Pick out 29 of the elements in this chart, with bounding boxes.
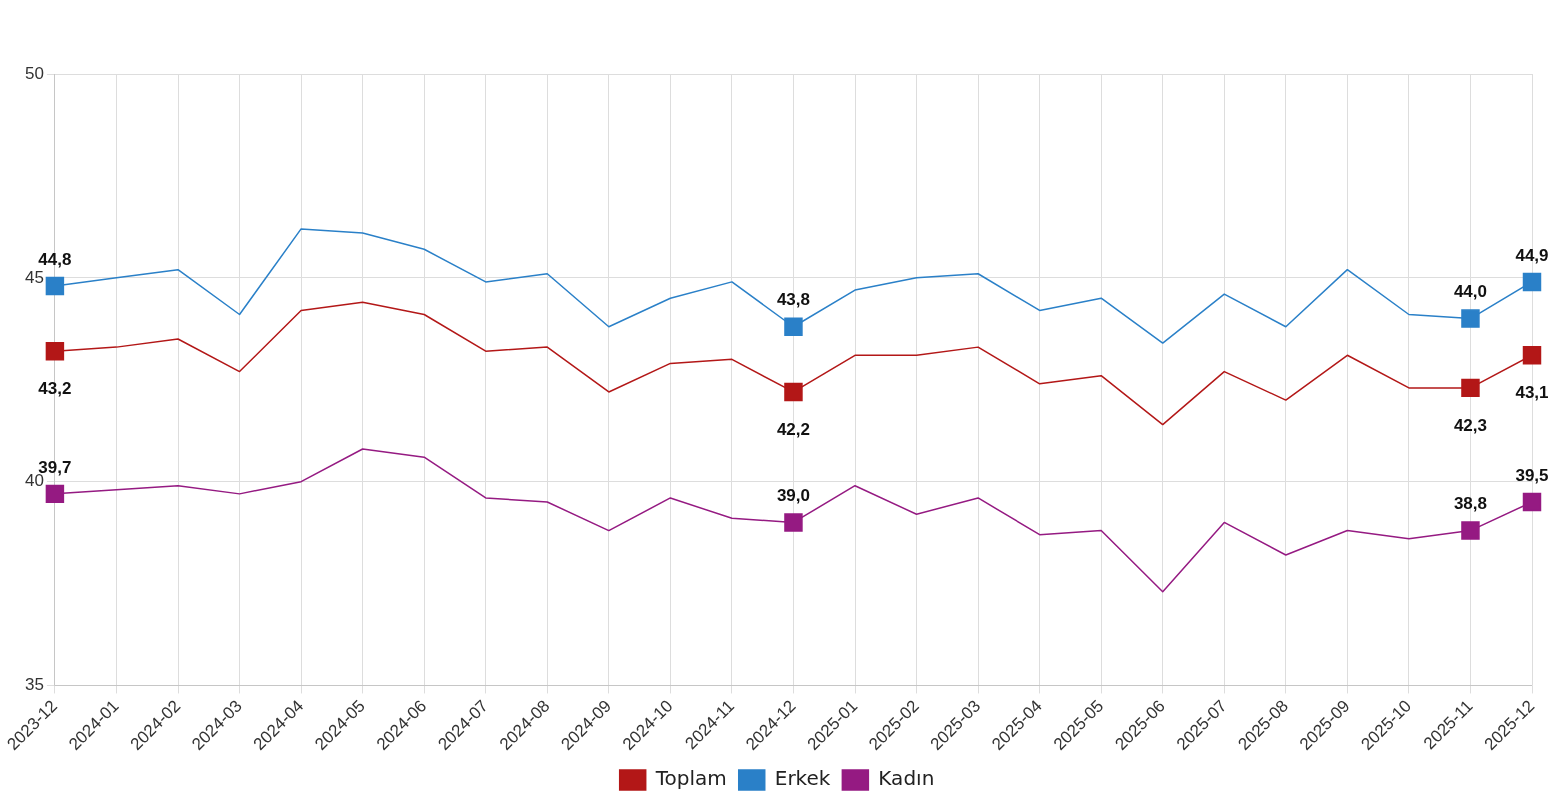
point (45, 276, 65, 296)
data-label: 43,1 (1515, 382, 1549, 402)
data-label: 42,2 (776, 419, 810, 439)
y-tick-label: 50 (24, 63, 44, 83)
point (784, 382, 803, 402)
data-label: 44,0 (1453, 282, 1487, 302)
point (45, 484, 65, 504)
point (784, 513, 803, 532)
data-label: 43,2 (38, 378, 72, 398)
point (1522, 346, 1542, 365)
data-label: 43,8 (776, 290, 810, 310)
data-label: 44,9 (1515, 245, 1549, 265)
data-label: 44,8 (38, 249, 72, 269)
legend-label: Erkek (774, 766, 831, 791)
data-label: 42,3 (1453, 415, 1487, 435)
point (784, 317, 803, 336)
point (1461, 309, 1480, 328)
y-tick-label: 35 (24, 675, 44, 695)
legend-label: Kadın (878, 766, 935, 791)
point (1461, 521, 1480, 540)
data-label: 39,0 (776, 486, 810, 506)
point (1461, 378, 1480, 398)
point (45, 341, 65, 361)
data-label: 39,5 (1515, 465, 1549, 485)
y-tick-label: 45 (24, 267, 44, 287)
legend-label: Toplam (654, 766, 727, 791)
point (1522, 492, 1542, 512)
point (1522, 272, 1542, 292)
data-label: 38,8 (1453, 494, 1487, 514)
